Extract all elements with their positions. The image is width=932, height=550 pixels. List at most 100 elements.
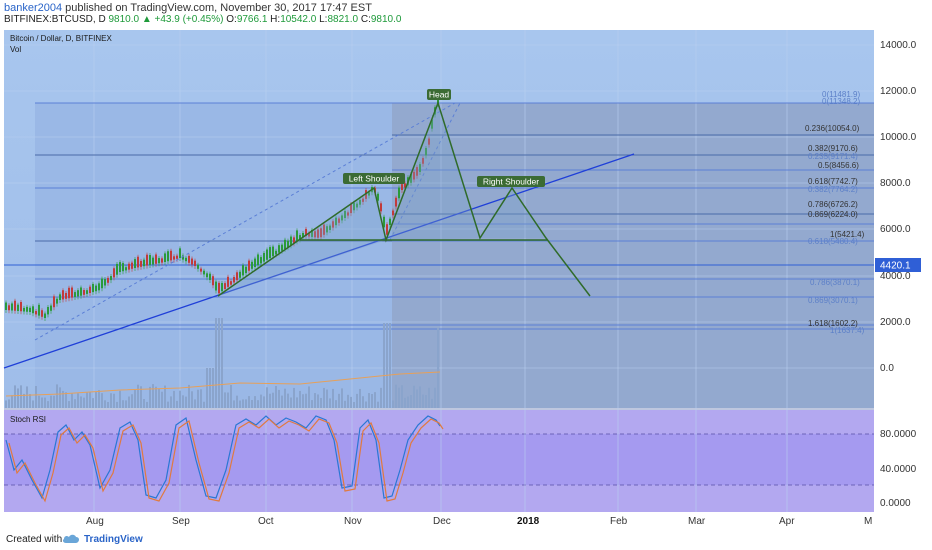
candle-body xyxy=(116,263,118,275)
volume-bar xyxy=(248,396,250,408)
left-shoulder-label[interactable]: Left Shoulder xyxy=(343,173,405,184)
candle-body xyxy=(80,287,82,296)
candle-body xyxy=(8,305,10,311)
candle-body xyxy=(68,287,70,299)
candle-body xyxy=(122,263,124,272)
candle-body xyxy=(245,266,247,274)
volume-bar xyxy=(236,395,238,408)
candle-body xyxy=(176,255,178,259)
volume-bar xyxy=(416,389,418,408)
publish-info: published on TradingView.com, November 3… xyxy=(62,2,372,14)
price-tick: 2000.0 xyxy=(880,317,911,328)
volume-bar xyxy=(95,391,97,408)
candle-body xyxy=(263,252,265,262)
candle-body xyxy=(26,306,28,312)
candle-body xyxy=(110,276,112,281)
candle-body xyxy=(230,281,232,285)
volume-bar xyxy=(17,388,19,408)
volume-bar xyxy=(290,397,292,408)
volume-bar xyxy=(194,399,196,408)
candle-body xyxy=(413,171,415,180)
volume-bar xyxy=(101,393,103,408)
volume-bar xyxy=(389,323,391,408)
fib-label: 1(5421.4) xyxy=(830,230,865,239)
volume-bar xyxy=(182,395,184,408)
volume-bar xyxy=(131,394,133,408)
volume-bar xyxy=(191,391,193,408)
fib-label: 0.786(6726.2) xyxy=(808,200,858,209)
volume-bar xyxy=(86,392,88,408)
author-link[interactable]: banker2004 xyxy=(4,2,63,14)
candle-body xyxy=(134,259,136,268)
price-tick: 0.0 xyxy=(880,363,894,374)
tradingview-brand[interactable]: TradingView xyxy=(84,534,143,545)
volume-bar xyxy=(89,391,91,408)
volume-bar xyxy=(158,388,160,408)
volume-bar xyxy=(179,390,181,408)
price-ticks: 14000.0 12000.0 10000.0 8000.0 6000.0 40… xyxy=(880,40,917,374)
head-shoulders-pattern[interactable] xyxy=(217,100,591,297)
chart-title: Bitcoin / Dollar, D, BITFINEX xyxy=(10,34,112,43)
volume-bar xyxy=(11,395,13,408)
head-label[interactable]: Head xyxy=(427,89,451,100)
left-shoulder-fill xyxy=(218,188,386,296)
fib-label: 0.382(7764.2) xyxy=(808,185,858,194)
high-value: 10542.0 xyxy=(280,14,317,25)
volume-bar xyxy=(74,399,76,408)
candle-body xyxy=(278,245,280,253)
channel-dashed-line-2 xyxy=(389,102,461,241)
volume-bar xyxy=(254,396,256,408)
candle-body xyxy=(104,278,106,286)
volume-bar xyxy=(437,328,439,408)
volume-bar xyxy=(296,397,298,408)
candle-body xyxy=(173,256,175,260)
volume-bar xyxy=(185,396,187,408)
candle-body xyxy=(77,290,79,297)
price-tick: 10000.0 xyxy=(880,132,917,143)
fib-label: 0.869(3070.1) xyxy=(808,296,858,305)
volume-bar xyxy=(362,396,364,408)
volume-bar xyxy=(356,393,358,408)
right-shoulder-fill xyxy=(480,188,546,238)
candle-body xyxy=(14,300,16,311)
volume-bar xyxy=(395,384,397,408)
volume-bar xyxy=(425,395,427,408)
volume-bar xyxy=(320,397,322,408)
candle-body xyxy=(242,265,244,276)
volume-bar xyxy=(272,392,274,408)
candle-body xyxy=(56,298,58,304)
volume-bar xyxy=(53,395,55,408)
candle-body xyxy=(347,212,349,216)
current-price-badge[interactable]: 4420.1 xyxy=(875,258,921,272)
month-tick: Dec xyxy=(433,516,451,527)
time-axis[interactable] xyxy=(0,512,932,528)
volume-bar xyxy=(20,385,22,408)
volume-bar xyxy=(308,386,310,408)
candle-body xyxy=(425,147,427,156)
candle-body xyxy=(257,254,259,266)
candle-body xyxy=(386,224,388,235)
candle-body xyxy=(125,267,127,271)
volume-bar xyxy=(242,399,244,408)
candle-body xyxy=(47,306,49,315)
candle-body xyxy=(308,233,310,237)
candle-body xyxy=(251,261,253,269)
trend-line[interactable] xyxy=(3,153,635,369)
volume-bar xyxy=(404,397,406,408)
candle-body xyxy=(353,202,355,211)
month-tick: Oct xyxy=(258,516,274,527)
candle-body xyxy=(314,231,316,238)
channel-dashed-line xyxy=(34,102,456,341)
volume-bar xyxy=(173,390,175,408)
right-shoulder-label[interactable]: Right Shoulder xyxy=(477,176,545,187)
low-value: 8821.0 xyxy=(327,14,359,25)
volume-bar xyxy=(83,397,85,408)
candle-body xyxy=(41,310,43,317)
candle-body xyxy=(398,187,400,199)
volume-bar xyxy=(8,399,10,408)
volume-bar xyxy=(38,395,40,408)
candle-body xyxy=(269,247,271,258)
volume-bar xyxy=(335,400,337,408)
candle-body xyxy=(275,250,277,255)
